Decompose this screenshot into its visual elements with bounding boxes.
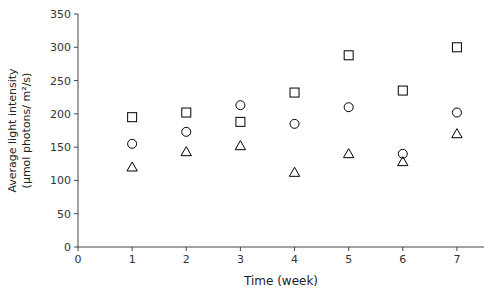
y-tick-label: 200 (50, 108, 71, 121)
triangle-point (181, 147, 191, 156)
x-tick (294, 247, 295, 251)
triangle-point (452, 129, 462, 138)
x-tick (186, 247, 187, 251)
y-axis-label: Average light intensity(μmol photons/ m²… (6, 68, 33, 193)
circle-point (290, 119, 299, 128)
circle-point (344, 103, 353, 112)
square-point (452, 43, 461, 52)
square-point (128, 113, 137, 122)
y-tick-label: 50 (57, 208, 71, 221)
y-tick-label: 250 (50, 75, 71, 88)
points (127, 43, 462, 177)
y-tick-label: 300 (50, 41, 71, 54)
circle-point (452, 108, 461, 117)
y-tick (74, 113, 78, 114)
x-tick (348, 247, 349, 251)
triangle-point (127, 162, 137, 171)
x-tick (132, 247, 133, 251)
y-tick (74, 147, 78, 148)
series (127, 129, 462, 177)
y-tick-label: 100 (50, 174, 71, 187)
y-tick-label: 350 (50, 8, 71, 21)
x-tick-label: 0 (75, 253, 82, 266)
y-tick (74, 180, 78, 181)
x-axis-line (78, 247, 484, 248)
series (128, 43, 462, 127)
axes: 0 1 2 3 4 5 6 7 0 50 100 150 200 250 300 350 (50, 8, 484, 266)
triangle-point (235, 141, 245, 150)
chart-container: 0 1 2 3 4 5 6 7 0 50 100 150 200 250 300 350 Time (week)… (0, 0, 500, 293)
x-tick-label: 7 (453, 253, 460, 266)
y-tick (74, 47, 78, 48)
x-tick-label: 3 (237, 253, 244, 266)
triangle-point (398, 157, 408, 166)
y-tick (74, 247, 78, 248)
square-point (344, 51, 353, 60)
y-axis-line (78, 14, 79, 247)
triangle-point (289, 167, 299, 176)
x-tick-label: 4 (291, 253, 298, 266)
chart: 0 1 2 3 4 5 6 7 0 50 100 150 200 250 300 350 Time (week)… (0, 0, 500, 293)
triangle-point (343, 149, 353, 158)
x-tick-label: 5 (345, 253, 352, 266)
y-tick-label: 0 (64, 241, 71, 254)
y-tick (74, 80, 78, 81)
y-tick (74, 14, 78, 15)
square-point (290, 88, 299, 97)
x-tick-label: 2 (183, 253, 190, 266)
x-axis-label: Time (week) (243, 274, 318, 288)
x-tick (78, 247, 79, 251)
circle-point (128, 139, 137, 148)
x-tick (402, 247, 403, 251)
x-tick-label: 6 (399, 253, 406, 266)
square-point (182, 108, 191, 117)
x-tick (456, 247, 457, 251)
x-tick-label: 1 (129, 253, 136, 266)
y-tick-label: 150 (50, 141, 71, 154)
series (128, 101, 462, 159)
y-tick (74, 213, 78, 214)
circle-point (182, 127, 191, 136)
square-point (398, 86, 407, 95)
circle-point (236, 101, 245, 110)
square-point (236, 117, 245, 126)
x-tick (240, 247, 241, 251)
